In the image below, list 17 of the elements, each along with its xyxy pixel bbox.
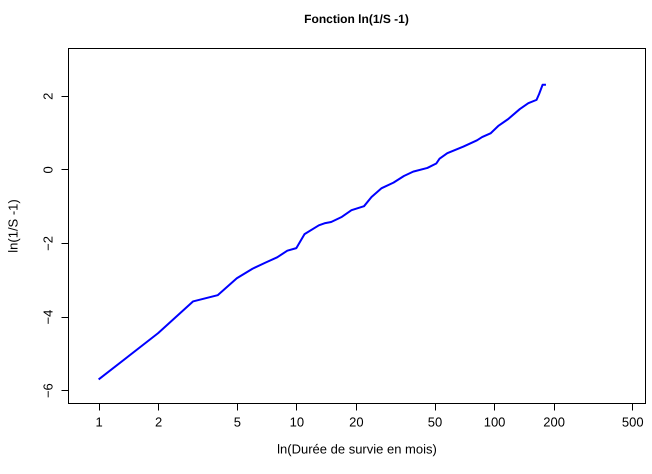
x-tick-label: 100 — [484, 414, 506, 430]
x-tick-label: 1 — [96, 414, 103, 430]
y-tick-label: −6 — [40, 383, 56, 398]
y-tick-label: 0 — [40, 166, 56, 174]
x-tick-label: 10 — [290, 414, 304, 430]
chart-title: Fonction ln(1/S -1) — [304, 12, 409, 26]
y-tick-label: −2 — [40, 236, 56, 251]
y-tick-label: 2 — [40, 92, 56, 100]
x-axis-title: ln(Durée de survie en mois) — [277, 442, 437, 456]
y-axis-title: ln(1/S -1) — [6, 199, 20, 253]
x-tick-label: 50 — [428, 414, 442, 430]
y-tick-label: −4 — [40, 310, 56, 324]
x-tick-label: 500 — [622, 414, 644, 430]
x-tick-label: 200 — [543, 414, 565, 430]
x-tick-label: 20 — [349, 414, 364, 430]
x-tick-label: 5 — [234, 414, 241, 430]
x-tick-label: 2 — [155, 414, 162, 430]
